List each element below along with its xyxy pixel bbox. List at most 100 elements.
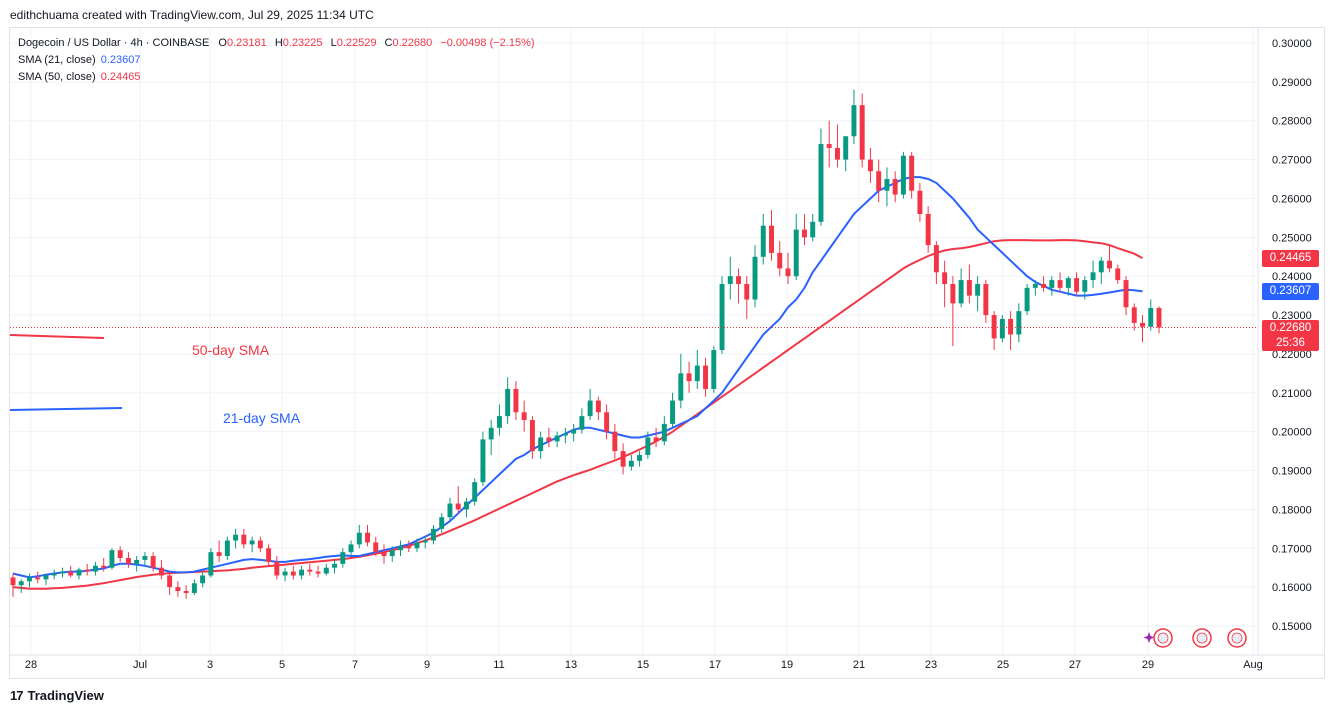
sma21-price-tag: 0.23607	[1262, 283, 1319, 301]
candle-body	[1148, 308, 1154, 327]
candle-body	[546, 437, 552, 442]
symbol-label: Dogecoin / US Dollar · 4h · COINBASE	[18, 37, 210, 49]
sma50-annotation: 50-day SMA	[192, 342, 270, 358]
candle-body	[68, 571, 74, 576]
sparkle-icon	[1143, 632, 1155, 643]
candle-body	[1008, 318, 1014, 335]
candle-body	[966, 280, 972, 296]
sma50-label: SMA (50, close)	[18, 71, 96, 83]
price-tick-label: 0.16000	[1272, 582, 1312, 594]
candle-body	[398, 546, 403, 551]
candle-body	[109, 550, 115, 568]
candle-body	[84, 569, 90, 572]
candle-body	[637, 454, 643, 461]
candle-body	[843, 136, 849, 160]
candle-body	[793, 229, 799, 277]
candle-body	[909, 155, 915, 191]
candle-body	[224, 540, 230, 557]
price-tick-label: 0.26000	[1272, 193, 1312, 205]
candle-body	[744, 283, 750, 300]
candle-body	[752, 256, 758, 300]
time-tick-label: 29	[1142, 659, 1154, 671]
sma50-line	[12, 239, 1143, 590]
candle-body	[455, 503, 461, 510]
legend-symbol-row: Dogecoin / US Dollar · 4h · COINBASE O0.…	[18, 35, 535, 52]
candle-body	[859, 105, 865, 160]
candle-body	[463, 501, 469, 510]
candle-body	[777, 252, 783, 269]
time-tick-label: 11	[493, 659, 504, 671]
candle-body	[233, 534, 239, 541]
candle-body	[257, 540, 263, 549]
candle-body	[1098, 260, 1104, 273]
time-tick-label: 23	[925, 659, 937, 671]
candle-body	[290, 571, 296, 576]
candle-body	[1131, 307, 1137, 323]
sma21-line	[12, 176, 1143, 579]
candle-body	[694, 365, 700, 382]
price-tick-label: 0.28000	[1272, 116, 1312, 128]
candle-body	[266, 548, 272, 562]
chart-frame	[9, 27, 1325, 679]
candle-body	[950, 283, 956, 304]
candle-body	[884, 179, 890, 191]
candle-body	[999, 318, 1005, 339]
time-tick-label: Jul	[133, 659, 147, 671]
candle-body	[439, 517, 445, 529]
price-tick-label: 0.20000	[1272, 427, 1312, 439]
candle-body	[1032, 283, 1038, 288]
candle-body	[315, 571, 321, 574]
candle-body	[1049, 280, 1055, 288]
candle-body	[933, 245, 939, 273]
time-tick-label: 15	[637, 659, 649, 671]
candle-body	[1024, 287, 1030, 312]
candle-body	[1156, 308, 1162, 328]
legend-sma21-row[interactable]: SMA (21, close) 0.23607	[18, 52, 535, 69]
candle-body	[867, 159, 873, 172]
last-price-tag: 0.22680 25:36	[1262, 319, 1319, 351]
candle-body	[389, 550, 395, 557]
candle-body	[1065, 278, 1071, 288]
price-tick-label: 0.18000	[1272, 504, 1312, 516]
time-tick-label: 19	[781, 659, 793, 671]
high-value: 0.23225	[282, 37, 323, 49]
candle-body	[991, 315, 997, 339]
grid	[10, 28, 1258, 655]
candle-body	[299, 569, 305, 576]
candle-body	[183, 591, 189, 593]
candle-body	[587, 400, 593, 417]
candle-body	[365, 532, 370, 543]
tradingview-logo[interactable]: 17 TradingView	[10, 688, 104, 703]
candle-body	[834, 147, 840, 160]
high-key: H	[274, 37, 283, 49]
candle-body	[1123, 280, 1129, 308]
candle-body	[983, 283, 989, 316]
time-tick-label: 9	[424, 659, 430, 671]
price-tick-label: 0.22000	[1272, 349, 1312, 361]
candle-body	[958, 280, 964, 304]
candle-body	[414, 542, 420, 549]
time-axis: 28 Jul 3 5 7 9 11 13 15 17 19 21 23 25 27 29 Aug	[10, 654, 1325, 671]
legend-sma50-row[interactable]: SMA (50, close) 0.24465	[18, 69, 535, 86]
candle-body	[1016, 311, 1022, 335]
candle-body	[661, 423, 667, 442]
low-key: L	[330, 37, 337, 49]
candle-body	[43, 575, 49, 580]
candle-body	[736, 276, 741, 284]
candle-body	[529, 420, 535, 452]
candle-body	[208, 552, 214, 576]
candle-body	[719, 283, 725, 351]
candle-body	[406, 546, 412, 549]
candle-body	[340, 552, 346, 564]
candle-body	[686, 373, 692, 382]
candle-body	[942, 272, 948, 284]
candle-body	[51, 573, 57, 576]
candle-body	[505, 388, 511, 417]
candle-body	[431, 528, 436, 541]
candle-body	[1074, 278, 1080, 292]
time-tick-label: 25	[997, 659, 1009, 671]
candle-body	[1115, 268, 1121, 281]
candle-body	[975, 283, 981, 296]
time-tick-label: 5	[279, 659, 285, 671]
